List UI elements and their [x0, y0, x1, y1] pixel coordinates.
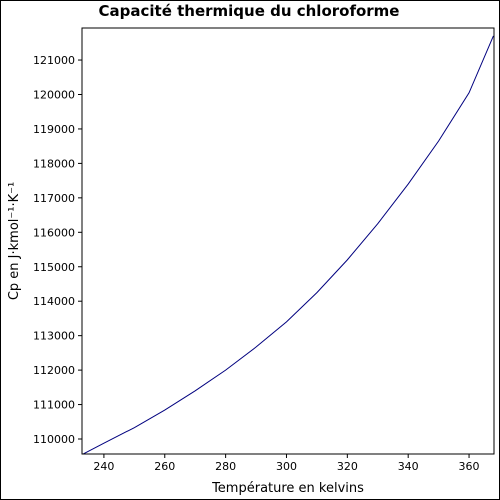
y-tick-label: 115000 [33, 261, 75, 274]
chart-title: Capacité thermique du chloroforme [99, 2, 400, 20]
y-tick-label: 121000 [33, 54, 75, 67]
x-tick-label: 280 [215, 460, 236, 473]
y-axis-label: Cp en J·kmol⁻¹·K⁻¹ [7, 182, 22, 300]
y-tick-label: 119000 [33, 123, 75, 136]
data-line [83, 35, 494, 455]
x-tick-label: 300 [276, 460, 297, 473]
y-tick-label: 112000 [33, 364, 75, 377]
y-tick-label: 116000 [33, 226, 75, 239]
x-tick-label: 260 [154, 460, 175, 473]
x-tick-label: 360 [459, 460, 480, 473]
x-tick-label: 340 [398, 460, 419, 473]
y-tick-label: 117000 [33, 192, 75, 205]
y-tick-label: 118000 [33, 157, 75, 170]
y-tick-label: 113000 [33, 330, 75, 343]
y-tick-label: 114000 [33, 295, 75, 308]
y-tick-label: 110000 [33, 433, 75, 446]
plot-frame [81, 27, 495, 455]
x-tick-label: 240 [93, 460, 114, 473]
x-axis-label: Température en kelvins [211, 481, 364, 496]
y-tick-label: 111000 [33, 399, 75, 412]
x-tick-label: 320 [337, 460, 358, 473]
y-tick-label: 120000 [33, 88, 75, 101]
